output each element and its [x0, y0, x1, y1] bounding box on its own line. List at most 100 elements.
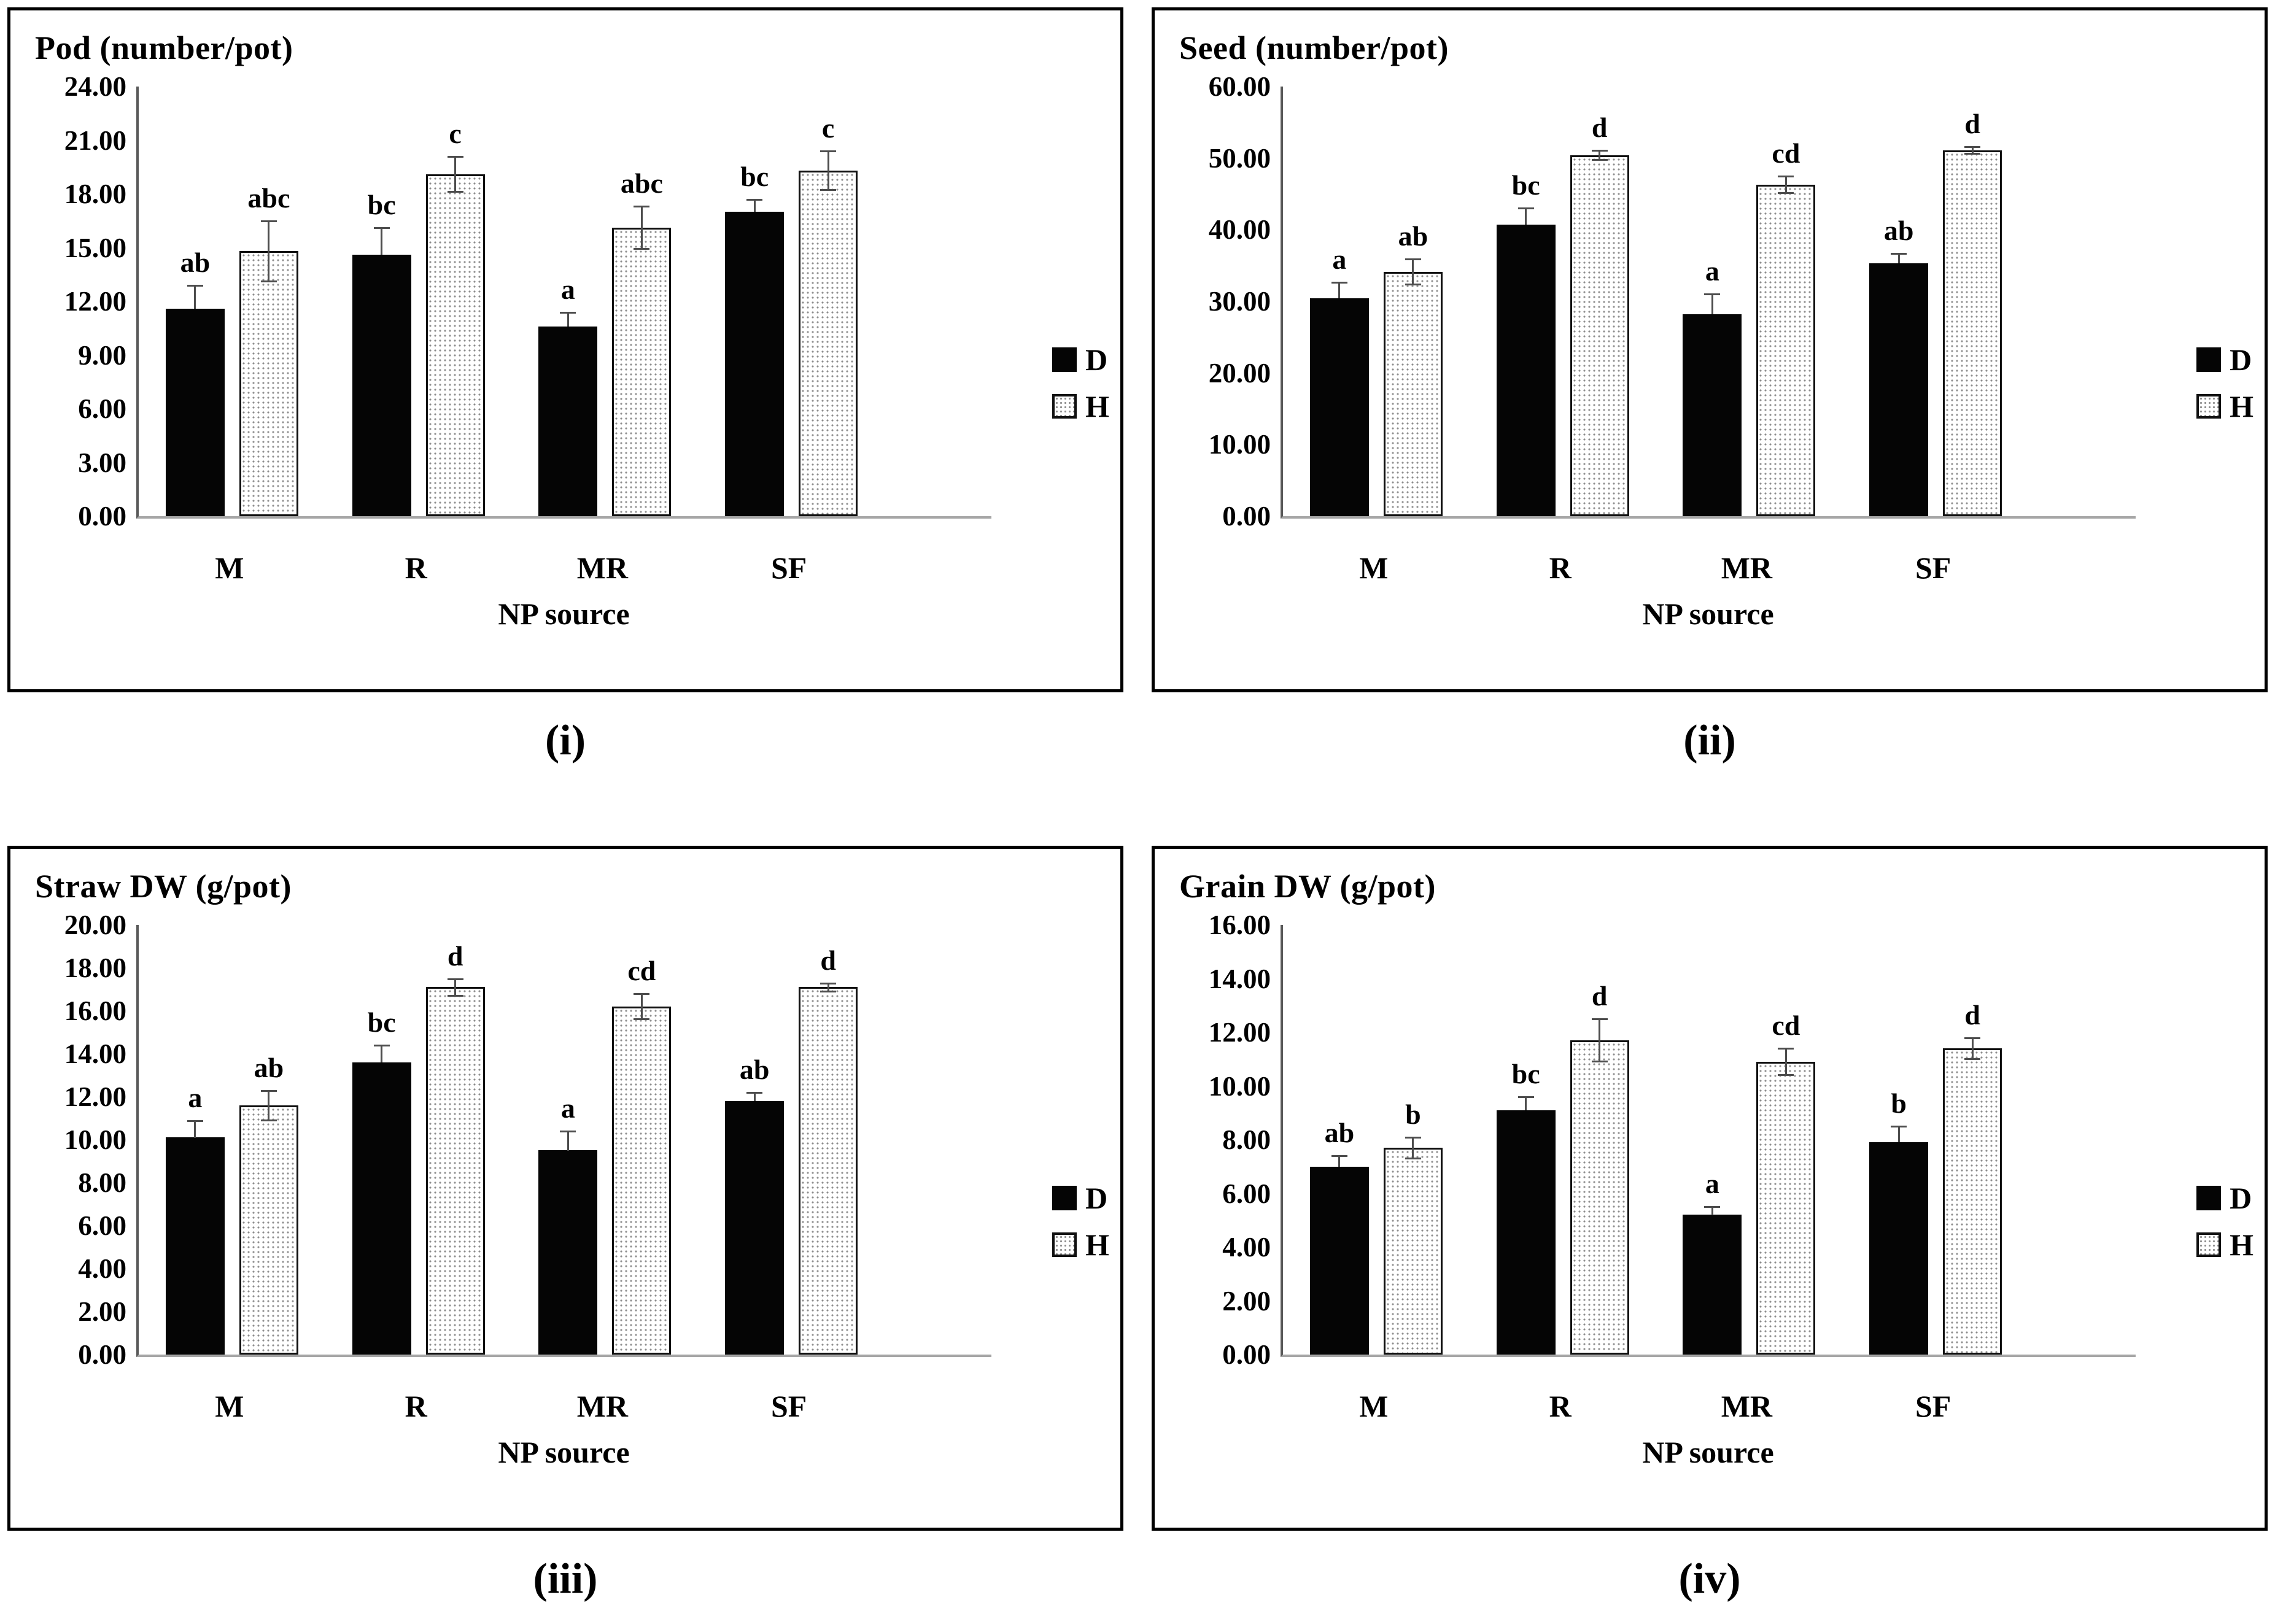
sig-letter-R-D: bc: [367, 1007, 396, 1038]
bar-SF-D: [725, 1101, 785, 1355]
error-bar-cap: [1591, 1018, 1608, 1021]
y-tick-label: 14.00: [64, 1038, 126, 1069]
error-bar-cap: [634, 206, 650, 208]
error-bar-cap: [260, 220, 277, 222]
sig-letter-MR-H: abc: [620, 168, 663, 199]
x-tick-labels: M R MR SF: [1281, 1389, 2136, 1426]
legend-label: H: [2230, 1228, 2254, 1262]
y-tick-label: 6.00: [78, 1210, 126, 1241]
chart-2: Straw DW (g/pot) 0.00 2.00 4.00 6.00 8.00 10.0…: [7, 846, 1123, 1531]
bar-M-D: [1309, 1167, 1369, 1355]
sig-letter-MR-H: cd: [1772, 1010, 1800, 1042]
bar-M-D: [165, 309, 225, 516]
x-tick-label-MR: MR: [576, 551, 629, 585]
plot-area: ab b bc d a cd b d: [1281, 925, 2136, 1357]
bar-SF-D: [1869, 1142, 1929, 1355]
bar-M-D: [165, 1137, 225, 1355]
error-bar-cap: [447, 978, 463, 980]
y-tick-label: 6.00: [1222, 1178, 1271, 1209]
legend-swatch-d-icon: [2196, 1186, 2222, 1210]
error-bar-cap: [820, 982, 837, 984]
panel-caption: (iii): [533, 1555, 598, 1603]
error-bar-cap: [1778, 191, 1794, 194]
legend-swatch-h-icon: [1052, 394, 1077, 419]
error-bar: [827, 151, 829, 191]
x-axis-title: NP source: [1642, 1435, 1774, 1469]
error-bar: [1897, 253, 1900, 264]
error-bar: [1412, 1137, 1414, 1159]
error-bar: [640, 994, 643, 1019]
sig-letter-M-H: ab: [254, 1051, 284, 1083]
sig-letter-SF-D: ab: [1883, 214, 1914, 246]
legend-item-H: H: [1052, 391, 1109, 422]
x-tick-label-SF: SF: [1915, 551, 1951, 585]
figure-panel-iv: Grain DW (g/pot) 0.00 2.00 4.00 6.00 8.00 10.0…: [1152, 846, 2268, 1617]
y-tick-label: 20.00: [64, 910, 126, 940]
error-bar-cap: [1704, 1206, 1721, 1208]
sig-letter-MR-H: cd: [627, 955, 656, 986]
y-tick-label: 2.00: [1222, 1285, 1271, 1317]
bar-MR-H: [1756, 185, 1816, 516]
error-bar: [1525, 208, 1527, 225]
chart-3: Grain DW (g/pot) 0.00 2.00 4.00 6.00 8.00 10.0…: [1152, 846, 2268, 1531]
error-bar-cap: [373, 1045, 390, 1046]
legend-label: D: [2230, 1181, 2252, 1215]
bar-MR-H: [1756, 1062, 1816, 1355]
error-bar-cap: [447, 191, 463, 193]
x-axis-title: NP source: [498, 1435, 630, 1469]
error-bar-cap: [1891, 252, 1907, 255]
legend-swatch-h-icon: [1052, 1232, 1077, 1257]
x-tick-label-M: M: [215, 1389, 244, 1423]
legend-item-D: D: [1052, 1183, 1109, 1213]
sig-letter-R-D: bc: [1511, 1058, 1540, 1089]
plot-area: a ab bc d a cd ab d: [1281, 87, 2136, 519]
y-tick-label: 12.00: [64, 286, 126, 317]
y-tick-label: 0.00: [1222, 1339, 1271, 1370]
y-tick-label: 50.00: [1208, 142, 1271, 174]
chart-0: Pod (number/pot) 0.00 3.00 6.00 9.00 12.00 15.…: [7, 7, 1123, 692]
y-tick-label: 10.00: [64, 1124, 126, 1155]
x-axis-title: NP source: [498, 597, 630, 631]
bar-R-D: [352, 255, 411, 516]
error-bar: [753, 1092, 756, 1101]
y-tick-label: 12.00: [64, 1081, 126, 1112]
x-tick-label-MR: MR: [576, 1389, 629, 1423]
sig-letter-R-D: bc: [367, 189, 396, 221]
y-tick-label: 15.00: [64, 232, 126, 263]
error-bar-cap: [1964, 152, 1981, 155]
figure-row-bottom: Straw DW (g/pot) 0.00 2.00 4.00 6.00 8.00 10.0…: [7, 846, 2268, 1617]
bar-SF-H: [1943, 150, 2002, 516]
chart-body: 0.00 3.00 6.00 9.00 12.00 15.00 18.00 21.00 24.0…: [10, 72, 1120, 530]
error-bar-cap: [1704, 293, 1721, 296]
error-bar: [1897, 1126, 1900, 1143]
sig-letter-SF-D: b: [1891, 1088, 1907, 1119]
y-tick-label: 9.00: [78, 339, 126, 371]
bar-M-H: [239, 251, 298, 516]
error-bar-cap: [560, 1131, 576, 1132]
error-bar-cap: [820, 990, 837, 992]
bar-R-H: [1570, 1040, 1629, 1355]
bar-MR-H: [612, 1007, 672, 1355]
x-tick-label-R: R: [405, 1389, 427, 1423]
sig-letter-M-H: ab: [1398, 220, 1428, 252]
x-tick-label-SF: SF: [770, 551, 807, 585]
error-bar-cap: [260, 1119, 277, 1121]
error-bar: [753, 199, 756, 212]
error-bar-cap: [1405, 1136, 1421, 1139]
chart-body: 0.00 10.00 20.00 30.00 40.00 50.00 60.00 a ab bc d…: [1155, 72, 2265, 530]
error-bar-cap: [634, 248, 650, 250]
y-tick-label: 18.00: [64, 953, 126, 983]
y-tick-label: 8.00: [1222, 1124, 1271, 1155]
error-bar: [454, 978, 457, 996]
error-bar-cap: [746, 1092, 763, 1094]
error-bar: [194, 285, 196, 309]
legend-swatch-h-icon: [2196, 394, 2222, 419]
error-bar: [1711, 1207, 1713, 1215]
y-tick-label: 10.00: [1208, 1070, 1271, 1102]
error-bar-cap: [1591, 159, 1608, 161]
bar-R-D: [352, 1062, 411, 1355]
legend-label: H: [1085, 389, 1109, 423]
legend-label: H: [2230, 389, 2254, 423]
